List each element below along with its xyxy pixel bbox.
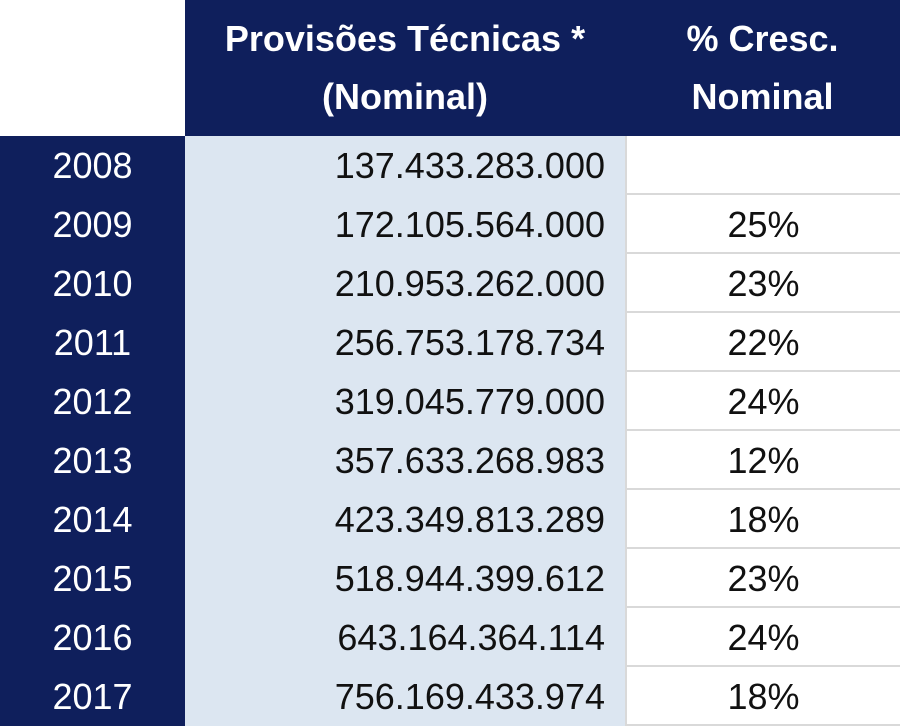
growth-pct-cell: 25%: [625, 195, 900, 254]
year-cell: 2009: [0, 195, 185, 254]
year-cell: 2014: [0, 490, 185, 549]
provisoes-value-cell: 137.433.283.000: [185, 136, 625, 195]
year-cell: 2010: [0, 254, 185, 313]
provisoes-value-cell: 256.753.178.734: [185, 313, 625, 372]
year-cell: 2016: [0, 608, 185, 667]
year-cell: 2011: [0, 313, 185, 372]
growth-pct-cell: 23%: [625, 254, 900, 313]
table-row: 2016 643.164.364.114 24%: [0, 608, 900, 667]
growth-pct-cell: [625, 136, 900, 195]
header-provisoes-line1: Provisões Técnicas *: [224, 18, 586, 59]
table-row: 2014 423.349.813.289 18%: [0, 490, 900, 549]
growth-pct-cell: 24%: [625, 372, 900, 431]
table-row: 2013 357.633.268.983 12%: [0, 431, 900, 490]
header-growth-line1: % Cresc.: [686, 18, 839, 59]
growth-pct-cell: 18%: [625, 667, 900, 726]
header-growth-line2: Nominal: [691, 76, 834, 117]
provisoes-value-cell: 423.349.813.289: [185, 490, 625, 549]
year-cell: 2012: [0, 372, 185, 431]
year-cell: 2013: [0, 431, 185, 490]
growth-pct-cell: 23%: [625, 549, 900, 608]
year-cell: 2017: [0, 667, 185, 726]
table-row: 2017 756.169.433.974 18%: [0, 667, 900, 726]
provisoes-value-cell: 643.164.364.114: [185, 608, 625, 667]
growth-pct-cell: 12%: [625, 431, 900, 490]
header-provisoes-line2: (Nominal): [322, 76, 488, 117]
header-growth: % Cresc. Nominal: [625, 0, 900, 136]
table-row: 2008 137.433.283.000: [0, 136, 900, 195]
provisoes-value-cell: 319.045.779.000: [185, 372, 625, 431]
table-row: 2012 319.045.779.000 24%: [0, 372, 900, 431]
table-row: 2011 256.753.178.734 22%: [0, 313, 900, 372]
year-cell: 2015: [0, 549, 185, 608]
growth-pct-cell: 22%: [625, 313, 900, 372]
growth-pct-cell: 18%: [625, 490, 900, 549]
table-row: 2009 172.105.564.000 25%: [0, 195, 900, 254]
provisoes-value-cell: 756.169.433.974: [185, 667, 625, 726]
header-corner-cell: [0, 0, 185, 136]
provisoes-value-cell: 172.105.564.000: [185, 195, 625, 254]
table-row: 2010 210.953.262.000 23%: [0, 254, 900, 313]
header-provisoes: Provisões Técnicas * (Nominal): [185, 0, 625, 136]
provisoes-value-cell: 518.944.399.612: [185, 549, 625, 608]
growth-pct-cell: 24%: [625, 608, 900, 667]
provisoes-value-cell: 357.633.268.983: [185, 431, 625, 490]
table-row: 2015 518.944.399.612 23%: [0, 549, 900, 608]
provisoes-value-cell: 210.953.262.000: [185, 254, 625, 313]
year-cell: 2008: [0, 136, 185, 195]
